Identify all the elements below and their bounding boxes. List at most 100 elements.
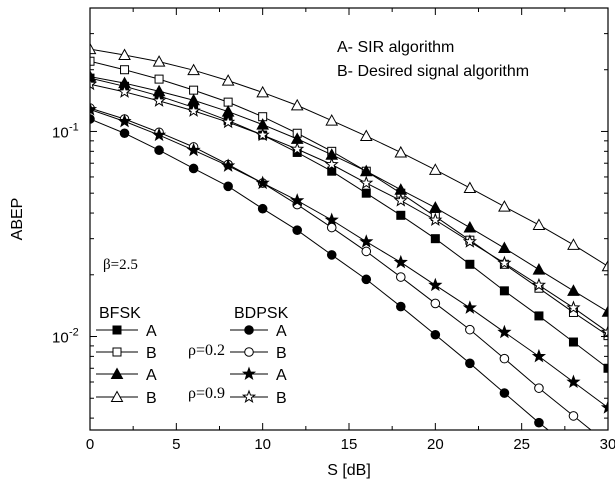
data-point — [465, 324, 475, 335]
data-point — [290, 193, 305, 207]
legend-label: A — [276, 323, 287, 340]
legend-marker — [241, 389, 257, 404]
data-point — [90, 42, 97, 55]
legend-marker — [241, 366, 257, 381]
data-point — [532, 263, 546, 275]
data-point — [90, 70, 97, 82]
data-point — [428, 212, 443, 227]
data-point — [117, 84, 132, 98]
data-point — [430, 329, 441, 340]
y-axis-label: ABEP — [9, 198, 26, 241]
x-tick-label: 10 — [254, 436, 271, 453]
annotation-beta: β=2.5 — [103, 257, 138, 273]
data-point — [396, 272, 406, 282]
legend-label: A — [146, 323, 157, 340]
data-point — [463, 181, 477, 193]
data-point — [152, 55, 166, 67]
data-point — [430, 298, 441, 309]
data-point — [394, 145, 408, 158]
series-bdpsk-b-circle-open — [90, 103, 592, 430]
data-point — [290, 141, 305, 156]
legend-item: B — [96, 345, 157, 362]
annotation-desired-signal-algorithm: B- Desired signal algorithm — [337, 63, 529, 80]
legend-label: A — [146, 367, 157, 384]
data-point — [396, 210, 406, 220]
data-point — [324, 212, 339, 227]
legend-item: A — [230, 366, 287, 384]
data-point — [325, 114, 339, 126]
legend-title-bdpsk: BDPSK — [234, 305, 289, 322]
data-point — [255, 175, 270, 190]
data-point — [188, 163, 199, 174]
legend-item: A — [96, 367, 157, 384]
series-line — [90, 108, 608, 409]
y-tick-exponent: -1 — [69, 121, 79, 133]
data-point — [119, 128, 130, 139]
data-point — [601, 305, 608, 317]
x-tick-label: 30 — [600, 436, 615, 453]
data-point — [257, 203, 268, 214]
data-point — [534, 311, 544, 321]
series-bfsk-a-square-filled — [90, 73, 608, 373]
data-point — [221, 74, 235, 86]
annotation-sir-algorithm: A- SIR algorithm — [337, 39, 454, 56]
series-bfsk-b-square-open — [90, 56, 608, 341]
data-point — [462, 234, 477, 248]
data-point — [120, 65, 130, 75]
legend-label: A — [276, 367, 287, 384]
data-point — [465, 358, 475, 369]
data-point — [290, 98, 304, 111]
legend-label: B — [276, 345, 287, 362]
data-point — [499, 286, 509, 296]
data-point — [428, 201, 442, 213]
data-point — [326, 250, 337, 260]
data-point — [221, 105, 235, 117]
data-point — [223, 181, 233, 192]
data-point — [534, 383, 544, 393]
x-tick-label: 5 — [172, 436, 180, 453]
data-point — [90, 114, 95, 124]
data-point — [498, 241, 511, 254]
data-point — [463, 220, 477, 233]
series-line — [90, 118, 550, 430]
data-point — [326, 222, 337, 233]
data-point — [568, 337, 578, 347]
data-point — [497, 255, 512, 270]
data-point — [567, 238, 580, 250]
data-point — [189, 85, 199, 95]
data-point — [569, 446, 578, 455]
data-point — [361, 246, 372, 257]
data-point — [531, 348, 547, 363]
data-point — [256, 85, 270, 98]
data-point — [534, 417, 544, 428]
series-line — [90, 60, 608, 337]
data-point — [359, 175, 374, 190]
y-tick-label: 10 — [52, 124, 69, 141]
data-point — [221, 114, 236, 129]
data-point — [393, 193, 408, 207]
data-point — [90, 56, 95, 66]
series-bdpsk-b-star-open — [90, 76, 608, 339]
data-point — [600, 400, 608, 414]
series-line — [90, 107, 592, 430]
legend-label: B — [146, 390, 157, 407]
series-line — [90, 48, 608, 267]
data-point — [90, 102, 98, 116]
legend-item: A — [230, 323, 287, 340]
legend-marker — [110, 390, 124, 402]
legend-marker — [244, 325, 254, 335]
data-point — [396, 301, 406, 312]
data-point — [499, 353, 510, 364]
annotation-rho-high: ρ=0.9 — [188, 385, 225, 402]
series-line — [90, 77, 608, 369]
data-point — [154, 74, 164, 84]
x-axis-label: S [dB] — [327, 462, 371, 479]
series-bfsk-b-triangle-open — [90, 42, 608, 272]
legend-item: B — [96, 390, 157, 407]
data-point — [151, 93, 167, 107]
legend-label: B — [146, 345, 157, 362]
y-tick-label: 10 — [52, 330, 69, 347]
data-point — [566, 300, 581, 314]
y-tick-exponent: -2 — [69, 327, 79, 339]
